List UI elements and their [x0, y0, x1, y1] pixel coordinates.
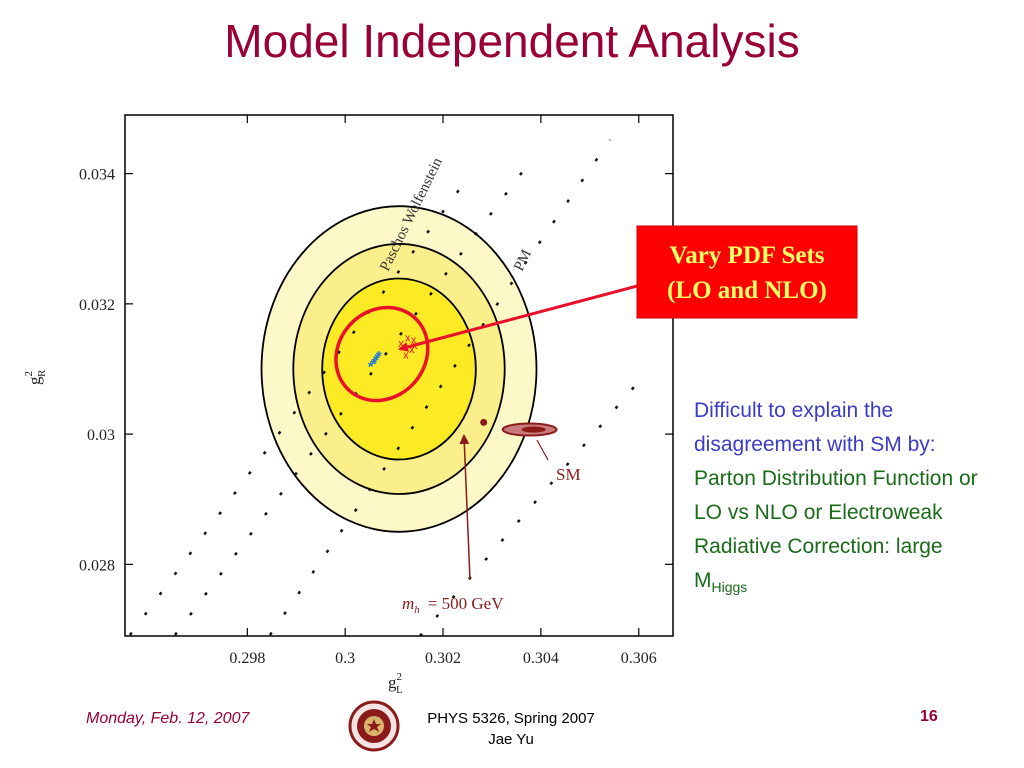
- y-tick-label: 0.03: [87, 427, 115, 444]
- page-number: 16: [920, 708, 938, 725]
- lo-point: *: [375, 350, 381, 367]
- mh-arrow: [459, 434, 471, 581]
- note-line-4: LO vs NLO or Electroweak: [694, 501, 943, 524]
- sm-ellipse-core: [521, 426, 546, 433]
- band-line-1: [128, 174, 472, 636]
- x-tick-label: 0.304: [523, 650, 559, 667]
- x-tick-label: 0.306: [621, 650, 657, 667]
- explanation-note: Difficult to explain the disagreement wi…: [694, 394, 1014, 604]
- lo-point: *: [372, 354, 378, 371]
- university-seal-icon: [348, 700, 400, 752]
- footer-author: Jae Yu: [488, 731, 534, 748]
- nlo-point: x: [403, 350, 409, 362]
- note-line-3: Parton Distribution Function or: [694, 467, 978, 490]
- x-tick-label: 0.302: [425, 650, 461, 667]
- nlo-point: x: [405, 333, 411, 345]
- pdf-ellipse: [334, 305, 430, 403]
- slide-title: Model Independent Analysis: [224, 15, 800, 67]
- lo-point: *: [376, 348, 382, 365]
- lo-point: *: [373, 352, 379, 369]
- note-line-6: MHiggs: [694, 569, 748, 596]
- callout-line-1: Vary PDF Sets: [669, 242, 824, 269]
- lo-point: *: [371, 356, 377, 373]
- callout-arrow: [398, 284, 638, 352]
- callout-line-2: (LO and NLO): [667, 277, 827, 304]
- sm-pointer: [536, 439, 549, 461]
- y-tick-label: 0.028: [79, 557, 115, 574]
- contour-1: [321, 277, 477, 461]
- mh-point: [480, 418, 488, 426]
- y-tick-label: 0.032: [79, 297, 115, 314]
- note-line-2: disagreement with SM by:: [694, 433, 936, 456]
- footer-course: PHYS 5326, Spring 2007: [427, 710, 595, 727]
- pdf-callout: Vary PDF Sets (LO and NLO): [636, 225, 858, 319]
- lo-point: *: [368, 358, 374, 375]
- footer-center: PHYS 5326, Spring 2007 Jae Yu: [416, 708, 606, 750]
- footer-date: Monday, Feb. 12, 2007: [86, 710, 250, 727]
- note-line-1: Difficult to explain the: [694, 399, 894, 422]
- callout-box: [636, 225, 858, 319]
- mh-label: mh = 500 GeV: [402, 594, 504, 616]
- x-tick-label: 0.3: [335, 650, 355, 667]
- x-tick-label: 0.298: [229, 650, 265, 667]
- nlo-point: x: [411, 335, 417, 347]
- y-tick-label: 0.034: [79, 167, 115, 184]
- y-axis-label: g2R: [23, 369, 48, 385]
- sm-label: SM: [556, 465, 581, 484]
- band-line-3: [268, 139, 612, 636]
- note-line-5: Radiative Correction: large: [694, 535, 943, 558]
- nlo-point: x: [409, 344, 415, 356]
- x-axis-label: g2 L: [388, 671, 403, 696]
